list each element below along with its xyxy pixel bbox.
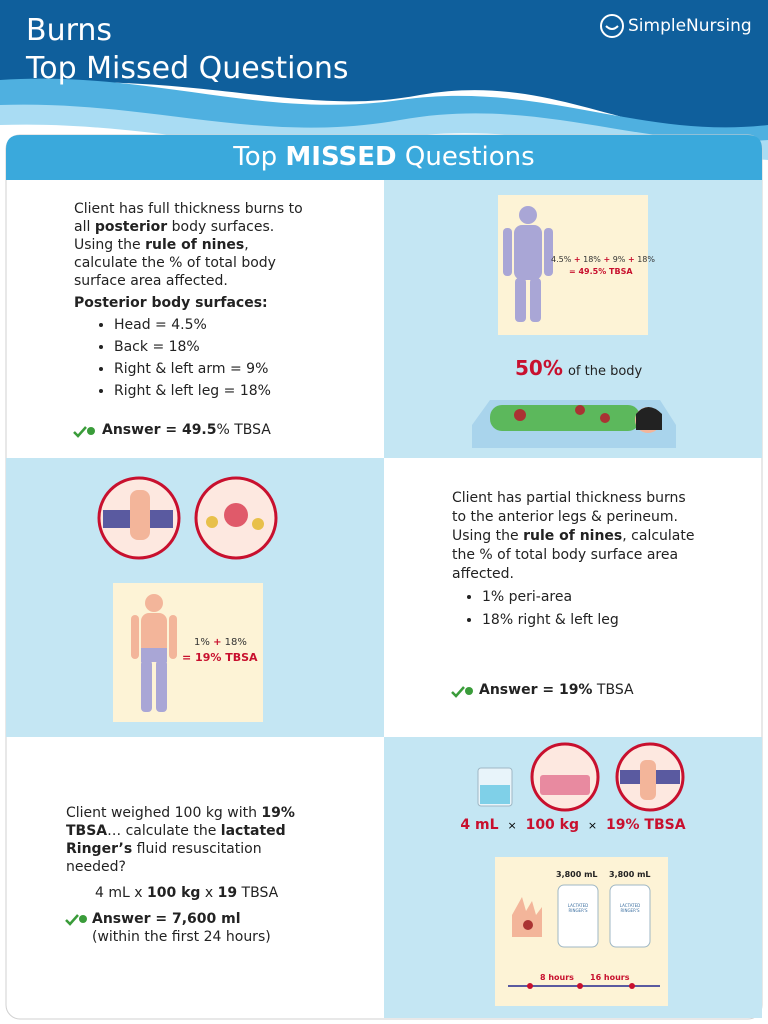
text: Answer = 7,600 ml [92,911,241,927]
text: Using the [452,528,524,544]
answer-1: Answer = 49.5% TBSA [102,422,271,438]
time: 16 hours [590,973,630,982]
operator: + [573,255,581,264]
volume: 3,800 mL [609,870,651,879]
question-1: Client has full thickness burns to all p… [74,200,314,404]
header-title: Burns Top Missed Questions [26,12,349,88]
text: Questions [396,142,535,172]
text: rule of nines [145,237,245,253]
note: (within the first 24 hours) [92,929,271,945]
text: lactated Ringer’s [66,823,286,857]
text: posterior [94,219,168,235]
term: 4.5% [551,255,572,264]
title: Burns [26,13,113,48]
bullet: 18% right & left leg [482,611,702,630]
equation-1: 4.5% + 18% + 9% + 18% = 49.5% TBSA [551,255,655,276]
result: = 49.5% TBSA [569,267,633,276]
answer-2: Answer = 19% TBSA [479,682,634,698]
equation-3: 4 mL × 100 kg × 19% TBSA [384,817,762,833]
formula: 4 mL x 100 kg x 19 TBSA [95,884,278,902]
bullet: 1% peri-area [482,588,702,607]
text: MISSED [285,142,397,172]
text: of the body [567,364,643,379]
text: , calculate the % of total body surface … [74,237,276,289]
term: 18% [224,637,247,648]
bag-label: LACTATED RINGER'S [567,903,589,913]
operator: + [603,255,611,264]
bullet: Right & left arm = 9% [114,360,314,378]
text: Client has full thickness burns to all [74,201,303,235]
text: 19% TBSA [66,805,295,839]
subheading: Posterior body surfaces: [74,295,268,311]
text: … calculate the [107,823,221,839]
operator: + [627,255,635,264]
bullet: Back = 18% [114,338,314,356]
result: = 19% TBSA [182,651,258,664]
text: TBSA [237,885,279,901]
term: 4 mL [460,817,499,833]
term: 100 kg [525,817,580,833]
term: 18% [583,255,601,264]
question-2: Client has partial thickness burns to th… [452,489,702,634]
subtitle: Top Missed Questions [26,51,349,86]
text: 4 mL x [95,885,147,901]
text: rule of nines [523,528,623,544]
text: TBSA [592,682,634,698]
text: Answer = 19% [479,682,593,698]
bullet: Head = 4.5% [114,316,314,334]
answer-3: Answer = 7,600 ml (within the first 24 ho… [92,910,271,946]
equation-2: 1% + 18% = 19% TBSA [182,637,258,664]
operator: × [587,819,598,832]
operator: + [213,637,222,648]
bullet: Right & left leg = 18% [114,382,314,400]
bullets: 1% peri-area 18% right & left leg [452,588,702,630]
text: fluid resuscitation needed? [66,841,262,875]
text: body surfaces. Using the [74,219,275,253]
volume: 3,800 mL [556,870,598,879]
term: 1% [194,637,210,648]
text: , calculate the % of total body surface … [452,528,695,582]
operator: × [507,819,517,832]
time: 8 hours [540,973,574,982]
text: 100 kg [146,885,201,901]
text: Client weighed 100 kg with [66,805,262,821]
term: 18% [637,255,655,264]
question-3: Client weighed 100 kg with 19% TBSA… cal… [66,804,306,876]
term: 19% TBSA [606,817,686,833]
bag-label: LACTATED RINGER'S [619,903,641,913]
bullets: Head = 4.5% Back = 18% Right & left arm = … [74,316,314,400]
brand: SimpleNursing [628,16,752,36]
text: Client has partial thickness burns to th… [452,490,686,525]
text: x [200,885,218,901]
panel-title: Top MISSED Questions [6,142,762,172]
term: 9% [612,255,626,264]
highlight: 50% of the body [515,356,642,380]
text: 50% [515,356,563,380]
text: Answer = 49.5 [102,422,217,438]
text: 19 [217,885,238,901]
text: Top [233,142,286,172]
text: % TBSA [216,422,271,438]
